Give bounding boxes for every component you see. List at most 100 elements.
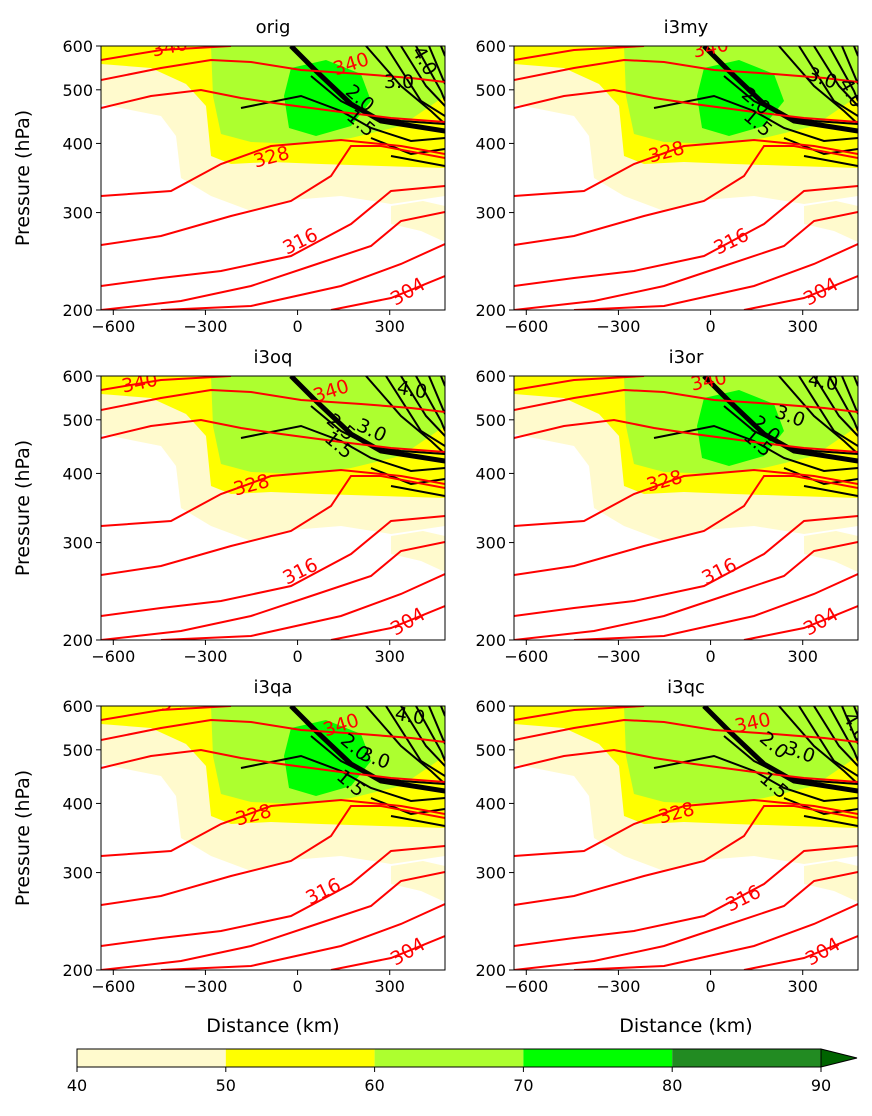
theta-contour <box>330 935 445 970</box>
pv-contour <box>798 46 858 117</box>
theta-contour <box>101 145 445 246</box>
theta-contour <box>101 88 445 123</box>
plot-frame <box>513 45 859 311</box>
theta-contour <box>514 388 858 413</box>
pv-contour <box>828 376 858 432</box>
x-tick-label: 300 <box>787 647 818 666</box>
theta-contour <box>101 418 445 453</box>
plot-frame <box>100 705 446 971</box>
theta-contour <box>514 798 858 857</box>
theta-contour <box>101 185 445 287</box>
colorbar-tick-label: 90 <box>811 1076 831 1095</box>
pv-contour <box>400 376 445 437</box>
pv-contour <box>813 706 858 767</box>
theta-contour <box>573 573 858 640</box>
pv-contour <box>390 815 445 827</box>
x-tick-label: −600 <box>91 977 135 996</box>
theta-contour-label: 316 <box>698 554 740 590</box>
theta-contour <box>101 515 445 617</box>
x-tick-label: −600 <box>504 977 548 996</box>
colorbar-segment <box>672 1049 821 1067</box>
theta-contour <box>514 185 858 287</box>
theta-contour <box>101 718 445 743</box>
pv-contour <box>653 94 858 143</box>
theta-contour-label: 316 <box>279 554 321 590</box>
colorbar-segment <box>77 1049 226 1067</box>
theta-contour <box>101 871 445 970</box>
pv-contour-label: 4.0 <box>806 369 840 396</box>
theta-contour <box>573 903 858 970</box>
pv-contour <box>365 46 445 125</box>
plot-frame <box>100 45 446 311</box>
x-tick-label: −300 <box>596 647 640 666</box>
pv-contour <box>653 424 858 473</box>
theta-contour <box>101 541 445 640</box>
x-tick-label: 0 <box>705 317 715 336</box>
theta-contour <box>330 275 445 310</box>
x-tick-label: 300 <box>374 647 405 666</box>
pv-contour-label: 4.0 <box>395 377 429 404</box>
pv-contour <box>803 485 858 497</box>
pv-contour <box>813 46 858 107</box>
pv-contour <box>390 485 445 497</box>
pv-contour <box>653 754 858 803</box>
theta-contour <box>101 46 232 61</box>
pv-contour <box>841 46 858 85</box>
pv-contour <box>841 706 858 745</box>
theta-contour <box>514 88 858 123</box>
y-tick-label: 400 <box>62 794 93 813</box>
pv-contour <box>853 376 858 387</box>
y-tick-label: 200 <box>475 961 506 980</box>
pv-contour <box>778 46 858 125</box>
pv-contour <box>240 754 445 803</box>
pv-contour <box>798 706 858 777</box>
x-tick-label: −300 <box>183 647 227 666</box>
theta-contour-label: 316 <box>710 224 752 260</box>
y-tick-label: 400 <box>475 794 506 813</box>
pv-contour-2pvu <box>289 46 445 134</box>
theta-contour <box>743 275 858 310</box>
y-tick-label: 600 <box>475 367 506 386</box>
theta-contour <box>514 805 858 906</box>
y-tick-label: 200 <box>475 631 506 650</box>
theta-contour <box>101 468 445 527</box>
x-tick-label: 300 <box>374 977 405 996</box>
shaded-region-40-50 <box>391 531 445 572</box>
y-tick-label: 500 <box>475 81 506 100</box>
pv-contour-2pvu <box>289 376 445 464</box>
x-tick-label: −300 <box>596 977 640 996</box>
y-tick-label: 300 <box>475 534 506 553</box>
theta-contour <box>160 573 445 640</box>
pv-contour <box>240 94 445 143</box>
theta-contour <box>514 145 858 246</box>
panel-title: i3my <box>664 17 709 38</box>
colorbar-tick-label: 50 <box>216 1076 236 1095</box>
theta-contour-label: 304 <box>802 933 844 970</box>
pv-contour <box>813 376 858 437</box>
y-axis-label: Pressure (hPa) <box>12 440 34 576</box>
theta-contour <box>101 706 232 721</box>
y-axis-label: Pressure (hPa) <box>12 770 34 906</box>
theta-contour <box>101 211 445 310</box>
y-tick-label: 600 <box>475 37 506 56</box>
theta-contour <box>101 475 445 576</box>
y-tick-label: 200 <box>62 631 93 650</box>
theta-contour <box>514 475 858 576</box>
x-tick-label: −300 <box>183 317 227 336</box>
pv-contour <box>365 376 445 455</box>
pv-contour <box>400 706 445 767</box>
x-tick-label: 300 <box>374 317 405 336</box>
shaded-region-40-50 <box>804 861 858 902</box>
theta-contour <box>514 211 858 310</box>
theta-contour <box>101 798 445 857</box>
y-tick-label: 400 <box>62 464 93 483</box>
pv-contour-label: 4.0 <box>393 703 427 730</box>
y-tick-label: 400 <box>62 134 93 153</box>
y-tick-label: 400 <box>475 134 506 153</box>
colorbar-extend-arrow <box>820 1048 858 1068</box>
x-tick-label: −600 <box>91 647 135 666</box>
